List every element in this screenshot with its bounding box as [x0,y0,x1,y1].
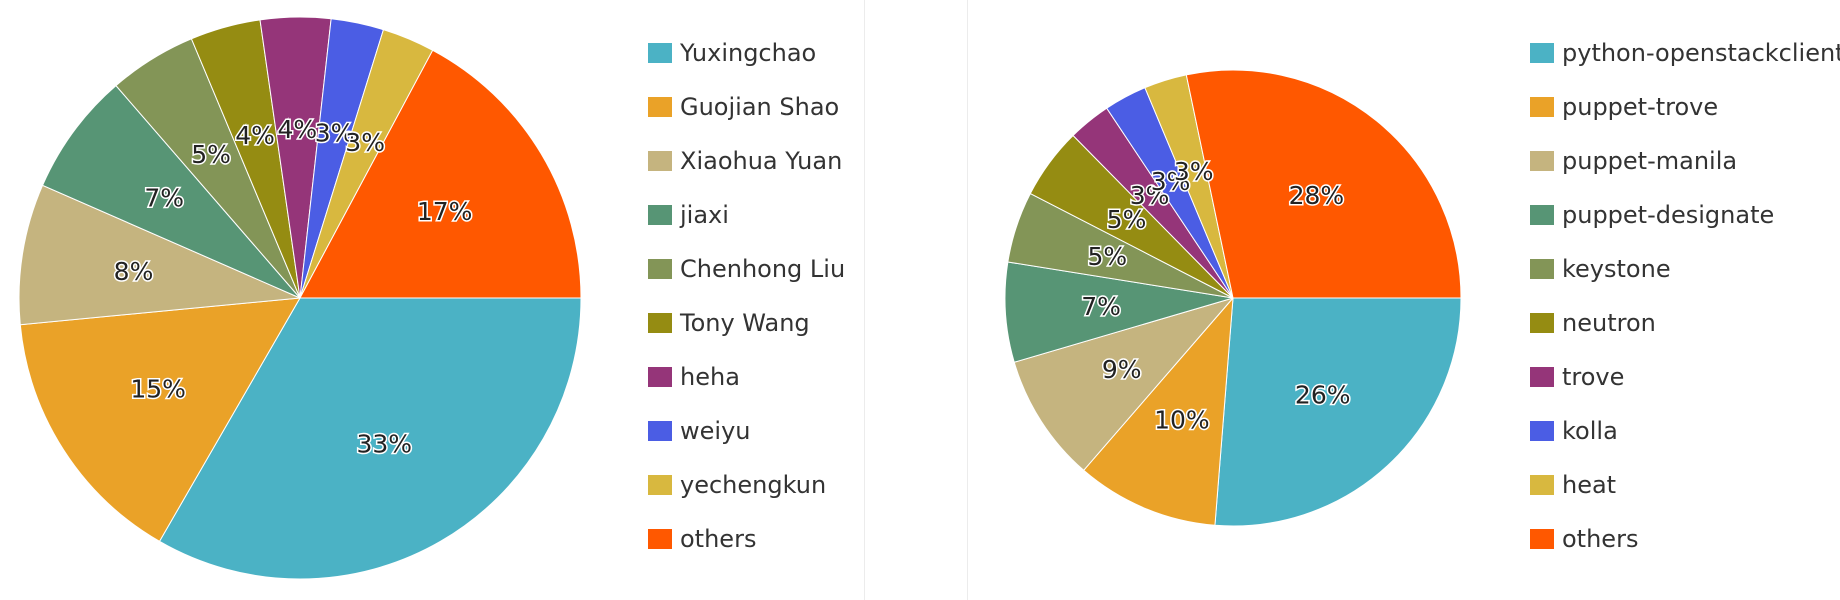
pie-slice-yuxingchao[interactable] [158,297,582,580]
slice-percent-label-keystone: 5% [1088,242,1128,271]
legend-item-xiaohua-yuan[interactable]: Xiaohua Yuan [648,134,845,188]
legend-label: Chenhong Liu [680,255,846,283]
legend-label: trove [1562,363,1625,391]
legend-item-others[interactable]: others [1530,512,1840,566]
legend-item-puppet-designate[interactable]: puppet-designate [1530,188,1840,242]
legend-label: puppet-designate [1562,201,1775,229]
slice-percent-label-yechengkun: 3% [345,128,385,157]
slice-percent-label-others: 17% [417,197,473,226]
slice-percent-label-puppet-trove: 10% [1154,405,1210,434]
legend-swatch [648,313,672,333]
legend-label: others [680,525,757,553]
legend-swatch [1530,205,1554,225]
legend-swatch [1530,259,1554,279]
legend-label: puppet-manila [1562,147,1738,175]
pie-slice-puppet-trove[interactable] [1082,296,1234,526]
legend-label: heat [1562,471,1617,499]
legend-item-puppet-manila[interactable]: puppet-manila [1530,134,1840,188]
legend-item-kolla[interactable]: kolla [1530,404,1840,458]
slice-percent-label-neutron: 5% [1107,205,1147,234]
panel-divider [864,0,865,600]
legend-swatch [1530,421,1554,441]
pie-slice-puppet-manila[interactable] [1013,297,1235,472]
pie-slice-puppet-designate[interactable] [1004,261,1234,363]
legend-item-jiaxi[interactable]: jiaxi [648,188,845,242]
legend-swatch [1530,475,1554,495]
pie-slice-guojian-shao[interactable] [19,297,301,543]
legend-swatch [648,259,672,279]
legend-swatch [648,367,672,387]
legend-item-tony-wang[interactable]: Tony Wang [648,296,845,350]
legend-item-chenhong-liu[interactable]: Chenhong Liu [648,242,845,296]
legend-swatch [1530,151,1554,171]
legend-swatch [648,475,672,495]
legend-label: Yuxingchao [680,39,817,67]
pie-slice-python-openstackclient[interactable] [1214,297,1462,527]
legend-item-yechengkun[interactable]: yechengkun [648,458,845,512]
legend-swatch [648,97,672,117]
legend-item-trove[interactable]: trove [1530,350,1840,404]
legend-item-weiyu[interactable]: weiyu [648,404,845,458]
slice-percent-label-kolla: 3% [1151,167,1191,196]
pie-slice-others[interactable] [1185,69,1462,299]
legend-swatch [1530,367,1554,387]
slice-percent-label-heat: 3% [1174,157,1214,186]
legend-label: keystone [1562,255,1671,283]
slice-percent-label-weiyu: 3% [315,118,355,147]
slice-percent-label-trove: 3% [1130,181,1170,210]
legend-item-others[interactable]: others [648,512,845,566]
legend-label: others [1562,525,1639,553]
legend-swatch [648,43,672,63]
slice-percent-label-puppet-designate: 7% [1081,292,1121,321]
slice-percent-label-guojian-shao: 15% [130,375,186,404]
slice-percent-label-tony-wang: 4% [235,121,275,150]
slice-percent-label-xiaohua-yuan: 8% [114,257,154,286]
pie-slice-xiaohua-yuan[interactable] [18,184,302,326]
legend-swatch [648,421,672,441]
left-legend: Yuxingchao Guojian Shao Xiaohua Yuan jiaxi C… [648,26,845,566]
legend-swatch [1530,97,1554,117]
legend-item-puppet-trove[interactable]: puppet-trove [1530,80,1840,134]
panel-divider [967,0,968,600]
legend-label: Tony Wang [680,309,810,337]
legend-swatch [1530,529,1554,549]
legend-item-keystone[interactable]: keystone [1530,242,1840,296]
left-pie-panel: 33% 15% 8% 7% 5% 4% 4% 3% 3% 17% Yuxingchao Guojia… [0,0,864,600]
pie-slice-jiaxi[interactable] [41,84,301,299]
legend-label: puppet-trove [1562,93,1719,121]
legend-label: kolla [1562,417,1618,445]
legend-label: python-openstackclient [1562,39,1840,67]
legend-item-python-openstackclient[interactable]: python-openstackclient [1530,26,1840,80]
legend-item-yuxingchao[interactable]: Yuxingchao [648,26,845,80]
legend-label: Xiaohua Yuan [680,147,843,175]
legend-item-heat[interactable]: heat [1530,458,1840,512]
slice-percent-label-puppet-manila: 9% [1102,355,1142,384]
legend-swatch [648,151,672,171]
slice-percent-label-chenhong-liu: 5% [191,140,231,169]
right-pie-chart: 26%10%9%7%5%5%3%3%3%28% [1004,69,1462,527]
legend-label: neutron [1562,309,1656,337]
slice-percent-label-jiaxi: 7% [144,184,184,213]
left-pie-chart: 33%15%8%7%5%4% 4%3%3%17% [18,16,582,580]
slice-percent-label-python-openstackclient: 26% [1295,381,1351,410]
slice-percent-label-others: 28% [1289,181,1345,210]
legend-label: weiyu [680,417,751,445]
right-legend: python-openstackclient puppet-trove puppet… [1530,26,1840,566]
legend-label: heha [680,363,740,391]
legend-swatch [648,529,672,549]
legend-item-neutron[interactable]: neutron [1530,296,1840,350]
right-pie-panel: 26% 10% 9% 7% 5% 5% 3% 3% 3% 28% python-openstack… [968,0,1840,600]
legend-swatch [1530,43,1554,63]
legend-swatch [648,205,672,225]
legend-label: Guojian Shao [680,93,840,121]
slice-percent-label-heha: 4% [277,115,317,144]
legend-swatch [1530,313,1554,333]
legend-label: jiaxi [680,201,729,229]
pie-slice-others[interactable] [299,49,582,299]
legend-item-heha[interactable]: heha [648,350,845,404]
legend-item-guojian-shao[interactable]: Guojian Shao [648,80,845,134]
slice-percent-label-yuxingchao: 33% [357,430,413,459]
legend-label: yechengkun [680,471,827,499]
